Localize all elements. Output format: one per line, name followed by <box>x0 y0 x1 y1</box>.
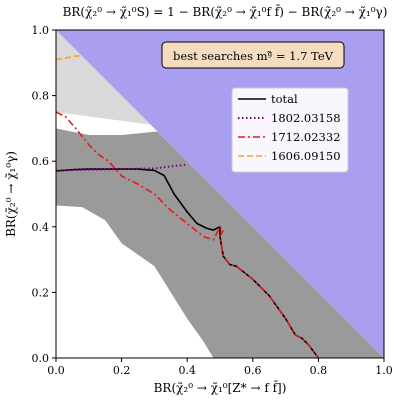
legend-label-total: total <box>271 92 298 106</box>
legend-label-1802.03158: 1802.03158 <box>271 111 341 125</box>
series-line-1606.09150 <box>56 54 83 61</box>
legend-frame <box>231 87 349 173</box>
x-tick-label: 0.4 <box>178 364 196 377</box>
y-tick-label: 0.4 <box>32 221 50 234</box>
chart-title: BR(χ̃₂⁰ → χ̃₁⁰S) = 1 − BR(χ̃₂⁰ → χ̃₁⁰f f… <box>63 3 388 19</box>
x-tick-label: 0.0 <box>47 364 65 377</box>
x-axis-ticks: 0.0 0.2 0.4 0.6 0.8 1.0 <box>47 358 393 377</box>
series-layer <box>56 54 320 358</box>
y-axis-ticks: 0.0 0.2 0.4 0.6 0.8 1.0 <box>32 24 56 365</box>
y-axis-label: BR(χ̃₂⁰ → χ̃₁⁰γ) <box>4 151 18 237</box>
x-tick-label: 1.0 <box>375 364 393 377</box>
x-tick-label: 0.8 <box>310 364 328 377</box>
plot-area <box>56 30 384 358</box>
y-tick-label: 1.0 <box>32 24 50 37</box>
legend-label-1606.09150: 1606.09150 <box>271 149 341 163</box>
y-tick-label: 0.2 <box>32 286 50 299</box>
series-line-1712.02332 <box>56 111 320 358</box>
legend: total 1802.03158 1712.02332 1606.09150 <box>231 87 349 173</box>
y-tick-label: 0.8 <box>32 90 50 103</box>
plot-frame <box>55 29 385 359</box>
annotation-background <box>161 41 345 69</box>
annotation-text: best searches mᵍ̃ = 1.7 TeV <box>173 49 334 63</box>
y-tick-label: 0.6 <box>32 155 50 168</box>
y-tick-label: 0.0 <box>32 352 50 365</box>
dark-region <box>56 128 384 358</box>
annotation-box: best searches mᵍ̃ = 1.7 TeV <box>161 41 345 69</box>
x-tick-label: 0.6 <box>244 364 262 377</box>
legend-label-1712.02332: 1712.02332 <box>271 130 341 144</box>
x-axis-label: BR(χ̃₂⁰ → χ̃₁⁰[Z* → f f̄]) <box>154 379 287 395</box>
x-tick-label: 0.2 <box>113 364 131 377</box>
